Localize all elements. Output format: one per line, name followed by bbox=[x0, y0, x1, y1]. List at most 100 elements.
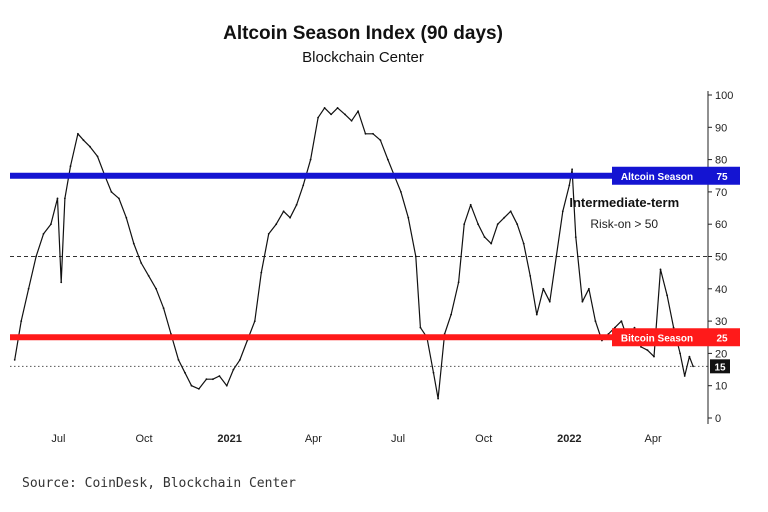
data-point bbox=[177, 359, 180, 361]
data-point bbox=[110, 191, 113, 193]
data-point bbox=[633, 326, 636, 329]
data-point bbox=[555, 255, 558, 258]
y-tick-label: 40 bbox=[715, 284, 727, 296]
data-point bbox=[225, 384, 228, 387]
chart-title: Altcoin Season Index (90 days) bbox=[223, 23, 503, 44]
y-tick-label: 20 bbox=[715, 348, 727, 360]
data-point bbox=[503, 216, 506, 219]
data-point bbox=[490, 242, 493, 245]
data-point bbox=[96, 155, 99, 158]
data-point bbox=[379, 139, 382, 142]
chart-subtitle: Blockchain Center bbox=[302, 49, 424, 66]
reference-label-box bbox=[612, 166, 740, 185]
data-point bbox=[692, 365, 694, 368]
data-point bbox=[640, 346, 642, 348]
data-point bbox=[218, 375, 221, 377]
data-point bbox=[275, 223, 278, 226]
data-point bbox=[260, 271, 263, 274]
y-tick-label: 30 bbox=[715, 316, 727, 328]
data-point bbox=[588, 287, 590, 290]
x-tick-label: Jul bbox=[391, 433, 405, 445]
data-point bbox=[581, 300, 584, 303]
data-point bbox=[155, 287, 158, 290]
data-point bbox=[77, 132, 79, 135]
thick-reference-line bbox=[10, 334, 616, 341]
data-point bbox=[653, 355, 655, 358]
data-point bbox=[620, 320, 623, 322]
data-point bbox=[132, 242, 135, 245]
data-point bbox=[688, 355, 691, 358]
y-tick-label: 80 bbox=[715, 155, 727, 167]
annotation-text: Risk-on > 50 bbox=[590, 217, 658, 231]
plot-area: 0 10 20 30 40 50 60 70 80 90 100 Jul Oct 2021 Apr Jul Oc… bbox=[10, 90, 740, 445]
x-tick-label: 2022 bbox=[557, 433, 581, 445]
data-point bbox=[89, 145, 91, 148]
reference-value-badge bbox=[710, 359, 730, 374]
data-point bbox=[69, 165, 72, 168]
data-point bbox=[239, 359, 241, 361]
data-point bbox=[42, 233, 45, 235]
data-point bbox=[574, 236, 577, 239]
data-point bbox=[432, 371, 435, 374]
data-point bbox=[289, 216, 291, 219]
data-point bbox=[594, 320, 597, 322]
data-point bbox=[477, 223, 479, 226]
data-point bbox=[323, 107, 326, 109]
data-point bbox=[372, 132, 374, 135]
data-point bbox=[13, 359, 16, 361]
data-point bbox=[529, 275, 532, 277]
data-point bbox=[463, 223, 466, 226]
data-point bbox=[27, 287, 30, 290]
data-point bbox=[419, 326, 422, 329]
data-point bbox=[64, 197, 66, 200]
y-tick-label: 10 bbox=[715, 381, 727, 393]
data-point bbox=[56, 197, 59, 200]
data-point bbox=[483, 236, 486, 239]
data-point bbox=[666, 294, 668, 297]
data-point bbox=[414, 255, 417, 258]
data-point bbox=[82, 139, 85, 142]
x-tick-label: Apr bbox=[645, 433, 662, 445]
data-point bbox=[50, 223, 52, 226]
data-point bbox=[205, 378, 208, 381]
data-point bbox=[496, 223, 499, 226]
data-point bbox=[683, 375, 686, 377]
data-point bbox=[253, 320, 256, 322]
data-point bbox=[516, 223, 519, 226]
x-tick-label: Jul bbox=[51, 433, 65, 445]
data-point bbox=[387, 158, 389, 161]
y-tick-label: 70 bbox=[715, 187, 727, 199]
data-point bbox=[282, 210, 285, 213]
y-tick-label: 90 bbox=[715, 122, 727, 134]
data-point bbox=[614, 326, 616, 329]
data-point bbox=[317, 116, 319, 119]
data-point bbox=[457, 281, 460, 284]
data-point bbox=[190, 384, 193, 387]
reference-value-label: 25 bbox=[716, 333, 728, 344]
x-tick-label: 2021 bbox=[217, 433, 241, 445]
data-point bbox=[140, 262, 143, 264]
data-point bbox=[469, 203, 472, 206]
data-point bbox=[350, 119, 353, 122]
data-point bbox=[198, 388, 200, 390]
reference-value-label: 15 bbox=[714, 362, 726, 373]
data-point bbox=[568, 184, 571, 187]
reference-value-label: 75 bbox=[716, 172, 728, 183]
data-point bbox=[60, 281, 63, 284]
data-point bbox=[344, 113, 346, 116]
y-tick-label: 0 bbox=[715, 413, 721, 425]
data-point bbox=[437, 397, 439, 400]
data-point bbox=[147, 275, 150, 277]
reference-label-box bbox=[612, 328, 740, 347]
x-tick-label: Oct bbox=[475, 433, 492, 445]
y-tick-label: 100 bbox=[715, 90, 733, 102]
y-tick-label: 60 bbox=[715, 219, 727, 231]
data-point bbox=[548, 300, 551, 303]
data-point bbox=[672, 326, 675, 329]
data-point bbox=[162, 307, 165, 310]
data-point bbox=[407, 216, 410, 219]
data-point bbox=[571, 168, 573, 171]
data-point bbox=[295, 203, 298, 206]
data-point bbox=[679, 352, 681, 355]
